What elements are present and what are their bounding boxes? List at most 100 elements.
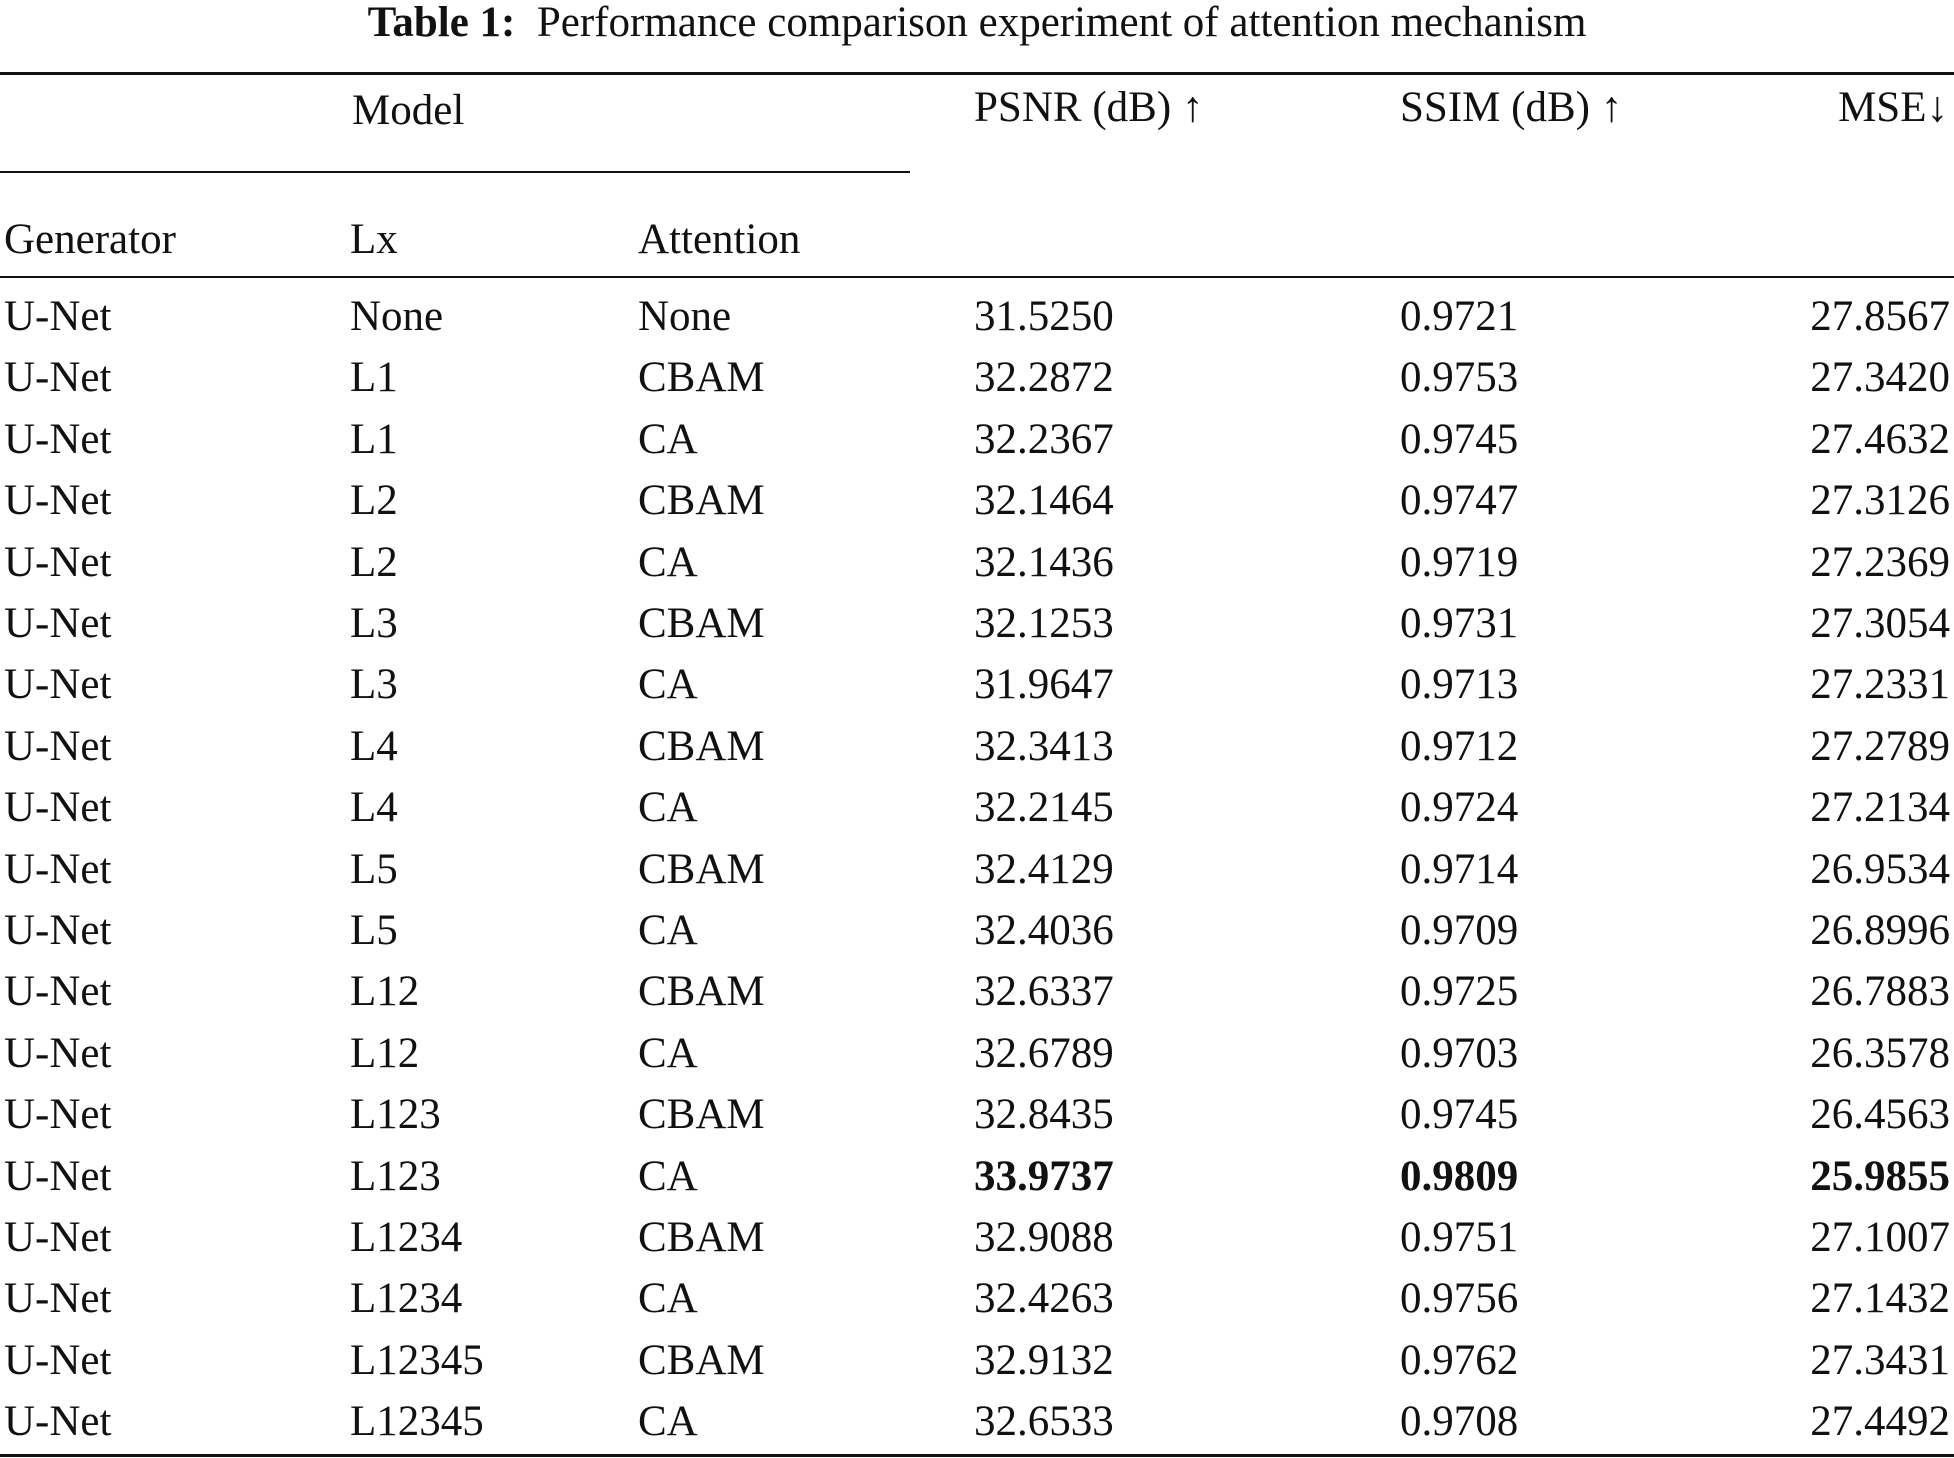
cell-ssim: 0.9724 <box>1400 784 1519 831</box>
cell-ssim: 0.9756 <box>1400 1275 1519 1322</box>
cell-attention: CBAM <box>638 723 765 770</box>
cell-generator: U-Net <box>4 723 112 770</box>
cell-lx: L4 <box>350 784 398 831</box>
cell-mse: 26.9534 <box>1810 846 1950 893</box>
cell-attention: CBAM <box>638 846 765 893</box>
cell-psnr: 32.1436 <box>974 539 1114 586</box>
cell-attention: CBAM <box>638 477 765 524</box>
cell-psnr: 31.9647 <box>974 661 1114 708</box>
cell-psnr: 32.2367 <box>974 416 1114 463</box>
cell-mse: 26.8996 <box>1810 907 1950 954</box>
table-caption-text: Performance comparison experiment of att… <box>536 0 1587 46</box>
header-psnr: PSNR (dB) ↑ <box>974 84 1204 131</box>
cell-mse: 25.9855 <box>1810 1153 1950 1200</box>
cell-psnr: 32.9132 <box>974 1337 1114 1384</box>
cell-generator: U-Net <box>4 1214 112 1261</box>
cell-psnr: 32.6789 <box>974 1030 1114 1077</box>
model-group-rule <box>0 171 910 173</box>
cell-attention: CA <box>638 907 698 954</box>
cell-attention: CBAM <box>638 1091 765 1138</box>
cell-psnr: 32.4036 <box>974 907 1114 954</box>
cell-psnr: 32.1253 <box>974 600 1114 647</box>
cell-lx: L12345 <box>350 1337 484 1384</box>
cell-psnr: 32.4129 <box>974 846 1114 893</box>
cell-ssim: 0.9721 <box>1400 293 1519 340</box>
cell-attention: CBAM <box>638 1214 765 1261</box>
cell-psnr: 32.2872 <box>974 354 1114 401</box>
cell-generator: U-Net <box>4 661 112 708</box>
cell-generator: U-Net <box>4 968 112 1015</box>
cell-lx: L5 <box>350 907 398 954</box>
cell-generator: U-Net <box>4 477 112 524</box>
cell-ssim: 0.9731 <box>1400 600 1519 647</box>
cell-ssim: 0.9809 <box>1400 1153 1519 1200</box>
cell-lx: L1 <box>350 416 398 463</box>
cell-lx: L12 <box>350 968 420 1015</box>
bottom-rule <box>0 1454 1954 1457</box>
cell-mse: 27.8567 <box>1810 293 1950 340</box>
cell-ssim: 0.9709 <box>1400 907 1519 954</box>
cell-psnr: 32.8435 <box>974 1091 1114 1138</box>
top-rule <box>0 72 1954 75</box>
cell-lx: L123 <box>350 1091 441 1138</box>
cell-ssim: 0.9719 <box>1400 539 1519 586</box>
header-generator: Generator <box>4 216 176 263</box>
cell-mse: 27.2134 <box>1810 784 1950 831</box>
cell-ssim: 0.9751 <box>1400 1214 1519 1261</box>
cell-attention: CA <box>638 416 698 463</box>
header-ssim: SSIM (dB) ↑ <box>1400 84 1623 131</box>
cell-generator: U-Net <box>4 539 112 586</box>
header-attention: Attention <box>638 216 801 263</box>
cell-mse: 27.3431 <box>1810 1337 1950 1384</box>
cell-ssim: 0.9753 <box>1400 354 1519 401</box>
cell-attention: CA <box>638 784 698 831</box>
cell-lx: None <box>350 293 444 340</box>
cell-attention: CA <box>638 1398 698 1445</box>
cell-attention: CA <box>638 661 698 708</box>
cell-generator: U-Net <box>4 1275 112 1322</box>
cell-attention: CA <box>638 1030 698 1077</box>
cell-ssim: 0.9745 <box>1400 1091 1519 1138</box>
cell-mse: 27.1007 <box>1810 1214 1950 1261</box>
header-mse: MSE↓ <box>1838 84 1948 131</box>
cell-lx: L12 <box>350 1030 420 1077</box>
cell-ssim: 0.9745 <box>1400 416 1519 463</box>
cell-ssim: 0.9703 <box>1400 1030 1519 1077</box>
cell-mse: 27.3126 <box>1810 477 1950 524</box>
cell-mse: 27.2331 <box>1810 661 1950 708</box>
header-lx: Lx <box>350 216 398 263</box>
cell-attention: CBAM <box>638 1337 765 1384</box>
cell-mse: 27.2789 <box>1810 723 1950 770</box>
cell-mse: 27.4632 <box>1810 416 1950 463</box>
header-rule <box>0 276 1954 278</box>
cell-mse: 26.7883 <box>1810 968 1950 1015</box>
cell-mse: 27.2369 <box>1810 539 1950 586</box>
table-caption-label: Table 1: <box>367 0 516 46</box>
cell-attention: None <box>638 293 732 340</box>
cell-ssim: 0.9725 <box>1400 968 1519 1015</box>
cell-attention: CA <box>638 1153 698 1200</box>
cell-lx: L1 <box>350 354 398 401</box>
cell-ssim: 0.9708 <box>1400 1398 1519 1445</box>
cell-psnr: 32.2145 <box>974 784 1114 831</box>
cell-generator: U-Net <box>4 846 112 893</box>
table-caption: Table 1: Performance comparison experime… <box>0 0 1954 46</box>
cell-mse: 27.1432 <box>1810 1275 1950 1322</box>
cell-attention: CBAM <box>638 968 765 1015</box>
cell-ssim: 0.9747 <box>1400 477 1519 524</box>
cell-mse: 26.4563 <box>1810 1091 1950 1138</box>
cell-generator: U-Net <box>4 1398 112 1445</box>
cell-generator: U-Net <box>4 907 112 954</box>
cell-generator: U-Net <box>4 293 112 340</box>
cell-attention: CBAM <box>638 600 765 647</box>
cell-generator: U-Net <box>4 1153 112 1200</box>
cell-psnr: 32.6533 <box>974 1398 1114 1445</box>
cell-lx: L1234 <box>350 1214 463 1261</box>
cell-attention: CBAM <box>638 354 765 401</box>
cell-generator: U-Net <box>4 1337 112 1384</box>
cell-psnr: 32.6337 <box>974 968 1114 1015</box>
cell-psnr: 32.3413 <box>974 723 1114 770</box>
cell-generator: U-Net <box>4 1030 112 1077</box>
cell-attention: CA <box>638 539 698 586</box>
cell-mse: 27.4492 <box>1810 1398 1950 1445</box>
